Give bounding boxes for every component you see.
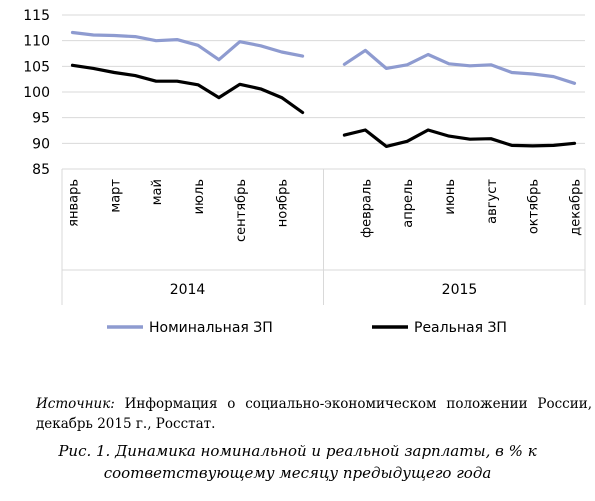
y-tick-100: 100 xyxy=(23,85,50,101)
year-group-axis: 2014 2015 xyxy=(61,169,586,305)
x-label-2014-май: май xyxy=(150,179,165,205)
x-label-2015-июнь: июнь xyxy=(443,179,458,215)
y-tick-105: 105 xyxy=(23,59,50,75)
series-line-real-2014 xyxy=(70,63,305,115)
series-line-nominal-2015 xyxy=(342,48,577,85)
series-lines xyxy=(70,30,577,148)
group-label-2014: 2014 xyxy=(170,282,206,298)
x-label-2015-февраль: февраль xyxy=(359,179,374,238)
series-line-real-2015 xyxy=(342,128,577,148)
x-label-2015-октябрь: октябрь xyxy=(527,179,542,234)
y-axis-tick-labels: 115 110 105 100 95 90 85 xyxy=(23,8,50,178)
legend-label-real: Реальная ЗП xyxy=(414,320,507,336)
legend: Номинальная ЗП Реальная ЗП xyxy=(107,320,507,336)
y-tick-110: 110 xyxy=(23,34,50,50)
wage-dynamics-chart: 115 110 105 100 95 90 85 январь март май июль сент… xyxy=(23,8,586,336)
y-tick-95: 95 xyxy=(32,111,50,127)
y-tick-85: 85 xyxy=(32,162,50,178)
caption-line-1: Рис. 1. Динамика номинальной и реальной … xyxy=(58,442,537,460)
source-label: Источник: xyxy=(36,396,115,412)
x-label-2014-март: март xyxy=(108,179,123,213)
source-text: Информация о социально-экономическом пол… xyxy=(36,396,592,432)
x-axis-category-labels: январь март май июль сентябрь ноябрь февраль ап… xyxy=(66,179,583,242)
x-label-2014-сентябрь: сентябрь xyxy=(234,179,249,242)
x-label-2015-декабрь: декабрь xyxy=(569,179,584,236)
x-label-2015-апрель: апрель xyxy=(401,179,416,228)
y-tick-90: 90 xyxy=(32,136,50,152)
x-label-2014-ноябрь: ноябрь xyxy=(276,179,291,227)
group-label-2015: 2015 xyxy=(442,282,478,298)
legend-label-nominal: Номинальная ЗП xyxy=(149,320,273,336)
x-label-2014-июль: июль xyxy=(192,179,207,214)
y-tick-115: 115 xyxy=(23,8,50,24)
series-line-nominal-2014 xyxy=(70,30,305,62)
caption-line-2: соответствующему месяцу предыдущего года xyxy=(103,464,492,482)
x-label-2015-август: август xyxy=(485,179,500,224)
source-note: Источник: Информация о социально-экономи… xyxy=(36,394,592,434)
figure-caption: Рис. 1. Динамика номинальной и реальной … xyxy=(0,440,595,484)
x-label-2014-январь: январь xyxy=(66,179,81,227)
